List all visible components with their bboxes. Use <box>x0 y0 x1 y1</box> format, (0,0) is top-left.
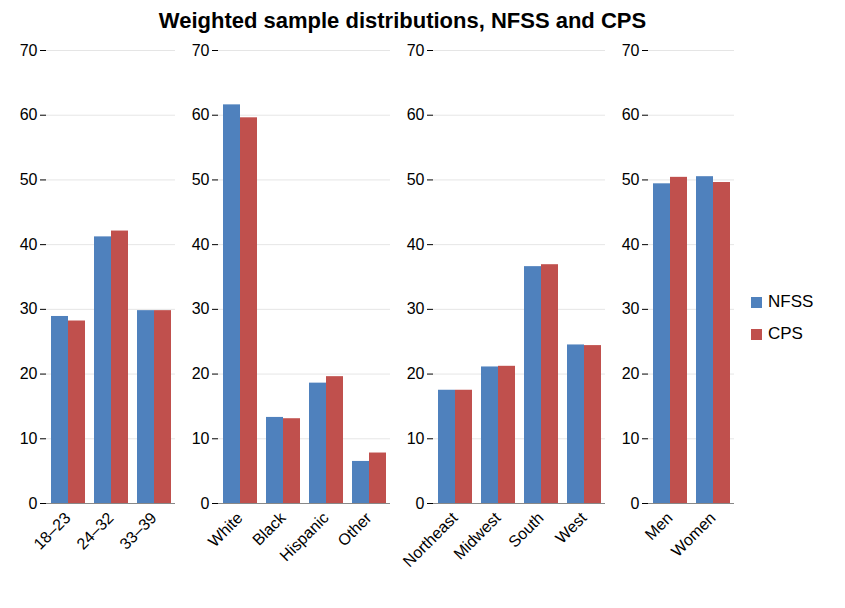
svg-text:60: 60 <box>192 106 210 123</box>
svg-text:60: 60 <box>20 106 38 123</box>
svg-text:10: 10 <box>20 430 38 447</box>
svg-text:10: 10 <box>407 430 425 447</box>
svg-text:0: 0 <box>201 495 210 512</box>
svg-text:40: 40 <box>622 236 640 253</box>
svg-text:30: 30 <box>20 300 38 317</box>
svg-text:24–32: 24–32 <box>73 509 117 553</box>
svg-text:60: 60 <box>622 106 640 123</box>
svg-text:Men: Men <box>642 509 676 543</box>
svg-text:50: 50 <box>20 171 38 188</box>
svg-text:30: 30 <box>192 300 210 317</box>
svg-text:Black: Black <box>249 508 289 548</box>
svg-text:33–39: 33–39 <box>116 509 160 553</box>
html-text:NFSS: NFSS <box>768 292 814 311</box>
svg-text:Midwest: Midwest <box>450 509 504 563</box>
svg-text:0: 0 <box>416 495 425 512</box>
svg-text:70: 70 <box>407 42 425 59</box>
svg-text:South: South <box>505 509 547 551</box>
svg-text:30: 30 <box>407 300 425 317</box>
svg-text:30: 30 <box>622 300 640 317</box>
svg-text:20: 20 <box>622 365 640 382</box>
svg-text:Women: Women <box>668 509 719 560</box>
html-text:Weighted sample distributions,: Weighted sample distributions, NFSS and … <box>158 8 647 33</box>
svg-text:50: 50 <box>407 171 425 188</box>
svg-text:Other: Other <box>334 509 375 550</box>
svg-text:White: White <box>205 509 246 550</box>
svg-text:10: 10 <box>622 430 640 447</box>
svg-text:10: 10 <box>192 430 210 447</box>
svg-text:Northeast: Northeast <box>400 509 461 570</box>
svg-text:70: 70 <box>622 42 640 59</box>
svg-text:70: 70 <box>20 42 38 59</box>
svg-text:70: 70 <box>192 42 210 59</box>
svg-text:Hispanic: Hispanic <box>276 509 331 564</box>
svg-text:20: 20 <box>407 365 425 382</box>
svg-text:50: 50 <box>192 171 210 188</box>
svg-text:50: 50 <box>622 171 640 188</box>
svg-text:0: 0 <box>29 495 38 512</box>
svg-text:40: 40 <box>192 236 210 253</box>
svg-text:60: 60 <box>407 106 425 123</box>
svg-text:40: 40 <box>20 236 38 253</box>
svg-text:20: 20 <box>20 365 38 382</box>
svg-text:West: West <box>552 509 590 547</box>
svg-text:18–23: 18–23 <box>30 509 74 553</box>
svg-text:40: 40 <box>407 236 425 253</box>
svg-text:0: 0 <box>631 495 640 512</box>
svg-text:20: 20 <box>192 365 210 382</box>
html-text:CPS: CPS <box>768 324 803 343</box>
